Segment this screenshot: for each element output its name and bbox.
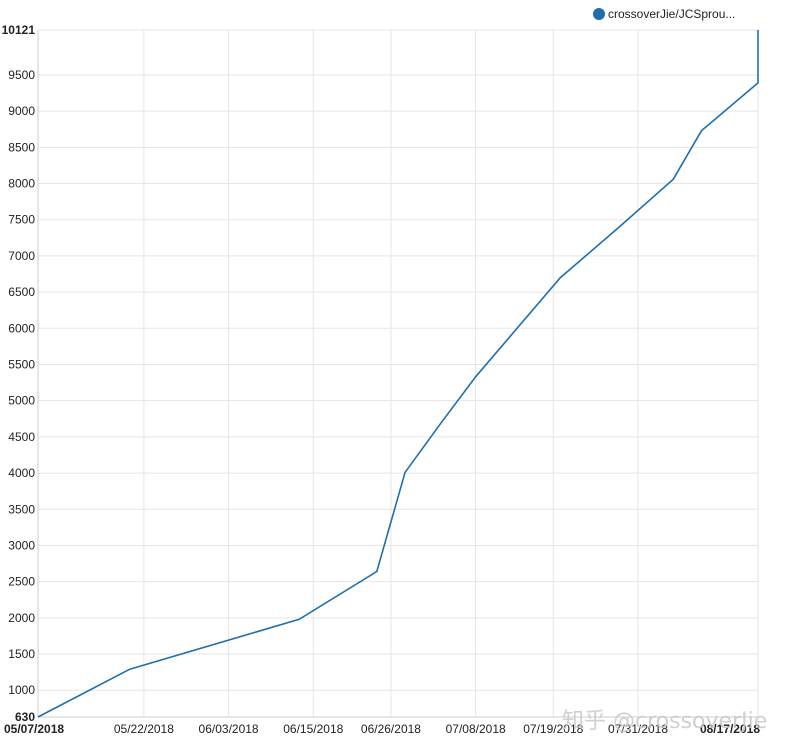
series-group — [37, 30, 759, 718]
legend-marker — [593, 8, 605, 20]
y-tick-label: 3000 — [8, 538, 35, 552]
y-tick-label: 9500 — [8, 68, 35, 82]
x-tick-label: 05/22/2018 — [114, 722, 174, 736]
y-tick-label: 9000 — [8, 104, 35, 118]
y-tick-label: 2500 — [8, 575, 35, 589]
y-tick-label: 7500 — [8, 213, 35, 227]
x-tick-label: 07/08/2018 — [446, 722, 506, 736]
y-tick-label: 5000 — [8, 394, 35, 408]
x-tick-label: 05/07/2018 — [4, 722, 64, 736]
x-tick-label: 06/03/2018 — [199, 722, 259, 736]
y-tick-label: 2000 — [8, 611, 35, 625]
legend-label: crossoverJie/JCSprou... — [608, 7, 735, 21]
y-tick-label: 4500 — [8, 430, 35, 444]
y-axis-ticks: 630 1000 1500 2000 2500 3000 3500 4000 4500 5000 5… — [2, 23, 36, 724]
y-tick-label: 630 — [15, 710, 35, 724]
y-tick-label: 1000 — [8, 683, 35, 697]
series-line — [37, 30, 759, 718]
legend[interactable]: crossoverJie/JCSprou... — [593, 7, 735, 21]
y-tick-label: 7000 — [8, 249, 35, 263]
x-tick-label: 07/19/2018 — [523, 722, 583, 736]
x-tick-label: 07/31/2018 — [608, 722, 668, 736]
y-tick-label: 6000 — [8, 321, 35, 335]
y-tick-label: 8000 — [8, 177, 35, 191]
y-tick-label: 10121 — [2, 23, 36, 37]
x-tick-label: 06/15/2018 — [283, 722, 343, 736]
y-tick-label: 3500 — [8, 502, 35, 516]
y-tick-label: 4000 — [8, 466, 35, 480]
grid-lines — [37, 29, 759, 718]
x-tick-label: 06/26/2018 — [361, 722, 421, 736]
watermark-text: 知乎 @crossoverJie — [562, 709, 767, 734]
y-tick-label: 8500 — [8, 140, 35, 154]
y-tick-label: 5500 — [8, 357, 35, 371]
x-axis-ticks: 05/07/2018 05/22/2018 06/03/2018 06/15/2018… — [4, 722, 760, 736]
y-tick-label: 1500 — [8, 647, 35, 661]
x-tick-label: 08/17/2018 — [700, 722, 760, 736]
y-tick-label: 6500 — [8, 285, 35, 299]
